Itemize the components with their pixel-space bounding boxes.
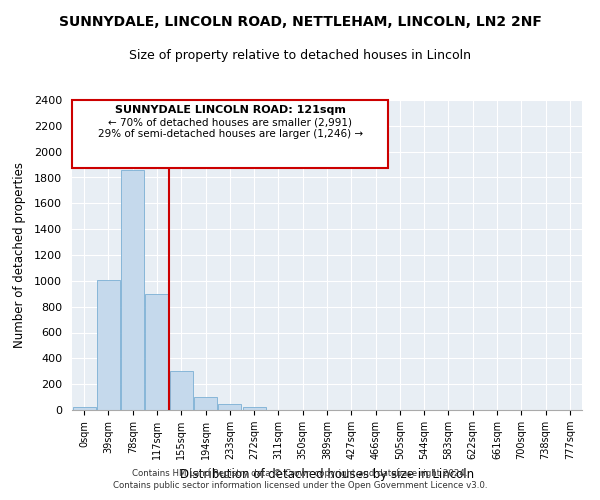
Bar <box>242 408 266 410</box>
Text: SUNNYDALE LINCOLN ROAD: 121sqm: SUNNYDALE LINCOLN ROAD: 121sqm <box>115 104 346 115</box>
Y-axis label: Number of detached properties: Number of detached properties <box>13 162 26 348</box>
Text: 29% of semi-detached houses are larger (1,246) →: 29% of semi-detached houses are larger (… <box>98 130 362 140</box>
Bar <box>170 371 193 410</box>
Bar <box>97 280 120 410</box>
Bar <box>145 294 169 410</box>
Bar <box>194 397 217 410</box>
Text: SUNNYDALE, LINCOLN ROAD, NETTLEHAM, LINCOLN, LN2 2NF: SUNNYDALE, LINCOLN ROAD, NETTLEHAM, LINC… <box>59 15 541 29</box>
Text: Size of property relative to detached houses in Lincoln: Size of property relative to detached ho… <box>129 48 471 62</box>
Bar <box>121 170 144 410</box>
Bar <box>73 408 95 410</box>
Text: ← 70% of detached houses are smaller (2,991): ← 70% of detached houses are smaller (2,… <box>108 117 352 127</box>
Text: Contains HM Land Registry data © Crown copyright and database right 2024.
Contai: Contains HM Land Registry data © Crown c… <box>113 468 487 490</box>
FancyBboxPatch shape <box>72 100 388 168</box>
Bar <box>218 404 241 410</box>
X-axis label: Distribution of detached houses by size in Lincoln: Distribution of detached houses by size … <box>180 468 474 480</box>
